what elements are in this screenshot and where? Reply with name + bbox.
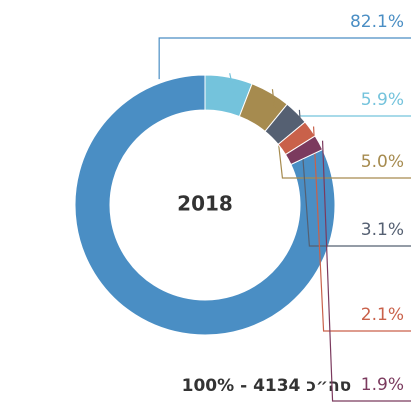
leader-line bbox=[321, 140, 411, 402]
value-label: 5.0% bbox=[361, 152, 404, 172]
donut-slice bbox=[74, 74, 336, 336]
value-label: 82.1% bbox=[350, 12, 404, 32]
donut-slice bbox=[284, 135, 324, 166]
leader-line bbox=[158, 37, 411, 80]
value-label: 5.9% bbox=[361, 90, 404, 110]
value-label: 1.9% bbox=[361, 375, 404, 395]
value-label: 2.1% bbox=[361, 305, 404, 325]
leader-line bbox=[312, 126, 411, 332]
chart-title: 2018 bbox=[177, 192, 233, 216]
value-label: 3.1% bbox=[361, 220, 404, 240]
total-label: סה״כ 4134 - 100% bbox=[182, 376, 352, 396]
